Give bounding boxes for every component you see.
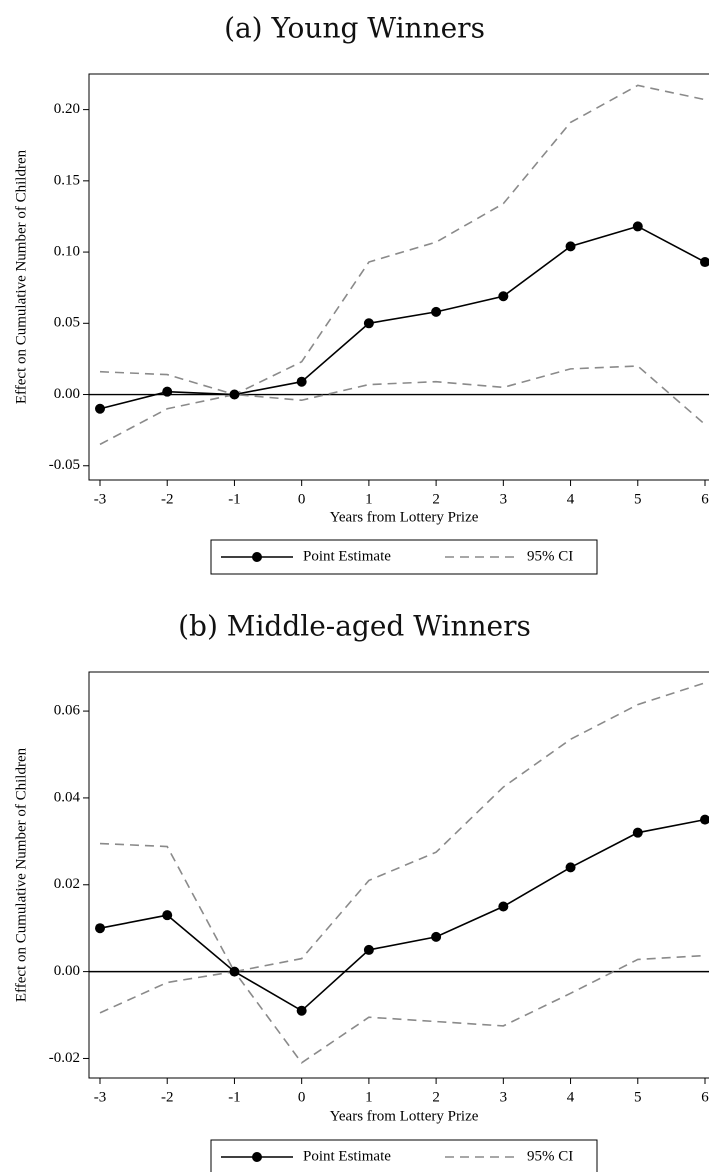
point-estimate-marker: [498, 291, 509, 302]
x-tick-label: -2: [161, 491, 174, 507]
y-tick-label: 0.02: [54, 876, 80, 892]
x-tick-label: 6: [701, 491, 709, 507]
point-estimate-marker: [363, 944, 374, 955]
point-estimate-marker: [431, 306, 442, 317]
point-estimate-marker: [700, 257, 709, 268]
y-tick-label: 0.00: [54, 963, 80, 979]
ci-upper-line: [99, 84, 706, 396]
legend-label-ci: 95% CI: [527, 1148, 573, 1164]
x-tick-label: -1: [228, 491, 241, 507]
point-estimate-marker: [296, 376, 307, 387]
x-tick-label: -1: [228, 1089, 241, 1105]
panel-title: (a) Young Winners: [224, 12, 485, 45]
point-estimate-marker: [296, 1005, 307, 1016]
point-estimate-line: [99, 225, 706, 410]
y-tick-label: 0.04: [54, 789, 81, 805]
legend-label-ci: 95% CI: [527, 548, 573, 564]
x-tick-label: 6: [701, 1089, 709, 1105]
point-estimate-line: [99, 818, 706, 1012]
point-estimate-marker: [431, 931, 442, 942]
x-tick-label: 0: [298, 1089, 306, 1105]
x-tick-label: -2: [161, 1089, 174, 1105]
legend: Point Estimate 95% CI: [210, 539, 598, 575]
x-tick-label: 3: [500, 1089, 508, 1105]
point-estimate-marker: [632, 827, 643, 838]
point-estimate-marker: [162, 910, 173, 921]
panel-a: (a) Young Winners -0.05 0.00 0.05 0.10 0.15 0.…: [13, 12, 709, 575]
y-tick-label: 0.06: [54, 703, 81, 719]
y-tick-label: 0.15: [54, 172, 80, 188]
legend-box: [210, 1139, 598, 1172]
y-tick-label: 0.00: [54, 386, 80, 402]
legend-point-estimate-marker: [252, 1152, 262, 1162]
ci-lower-line: [99, 954, 706, 1064]
panel-title: (b) Middle-aged Winners: [178, 610, 531, 643]
plot-frame: [88, 671, 709, 1079]
legend-box: [210, 539, 598, 575]
y-axis-title: Effect on Cumulative Number of Children: [13, 149, 29, 404]
ci-lower-line: [99, 365, 706, 446]
point-estimate-marker: [565, 862, 576, 873]
y-tick-label: -0.05: [49, 457, 80, 473]
y-tick-label: 0.05: [54, 315, 80, 331]
x-tick-label: 2: [432, 491, 440, 507]
y-tick-label: 0.20: [54, 101, 80, 117]
ci-upper-line: [99, 682, 706, 973]
x-tick-label: 5: [634, 491, 642, 507]
x-tick-label: -3: [94, 491, 107, 507]
x-tick-label: 5: [634, 1089, 642, 1105]
x-tick-label: 2: [432, 1089, 440, 1105]
point-estimate-marker: [363, 318, 374, 329]
legend-label-point-estimate: Point Estimate: [303, 1148, 391, 1164]
panel-b: (b) Middle-aged Winners -0.02 0.00 0.02 0.04…: [13, 610, 709, 1172]
y-axis-title: Effect on Cumulative Number of Children: [13, 747, 29, 1002]
plot-frame: [88, 73, 709, 481]
x-axis-title: Years from Lottery Prize: [330, 1108, 479, 1124]
point-estimate-marker: [565, 241, 576, 252]
point-estimate-marker: [95, 403, 105, 414]
x-tick-label: -3: [94, 1089, 107, 1105]
y-tick-label: -0.02: [49, 1050, 80, 1066]
x-axis-title: Years from Lottery Prize: [330, 509, 479, 525]
point-estimate-marker: [229, 389, 240, 400]
x-tick-label: 1: [365, 491, 373, 507]
point-estimate-marker: [95, 923, 105, 934]
x-tick-label: 0: [298, 491, 306, 507]
y-tick-label: 0.10: [54, 244, 80, 260]
point-estimate-marker: [229, 966, 240, 977]
point-estimate-marker: [498, 901, 509, 912]
x-tick-label: 3: [500, 491, 508, 507]
legend-label-point-estimate: Point Estimate: [303, 548, 391, 564]
x-tick-label: 4: [567, 1089, 575, 1105]
point-estimate-marker: [700, 814, 709, 825]
x-tick-label: 1: [365, 1089, 373, 1105]
point-estimate-marker: [632, 221, 643, 232]
point-estimate-marker: [162, 386, 173, 397]
x-tick-label: 4: [567, 491, 575, 507]
legend: Point Estimate 95% CI: [210, 1139, 598, 1172]
legend-point-estimate-marker: [252, 552, 262, 562]
